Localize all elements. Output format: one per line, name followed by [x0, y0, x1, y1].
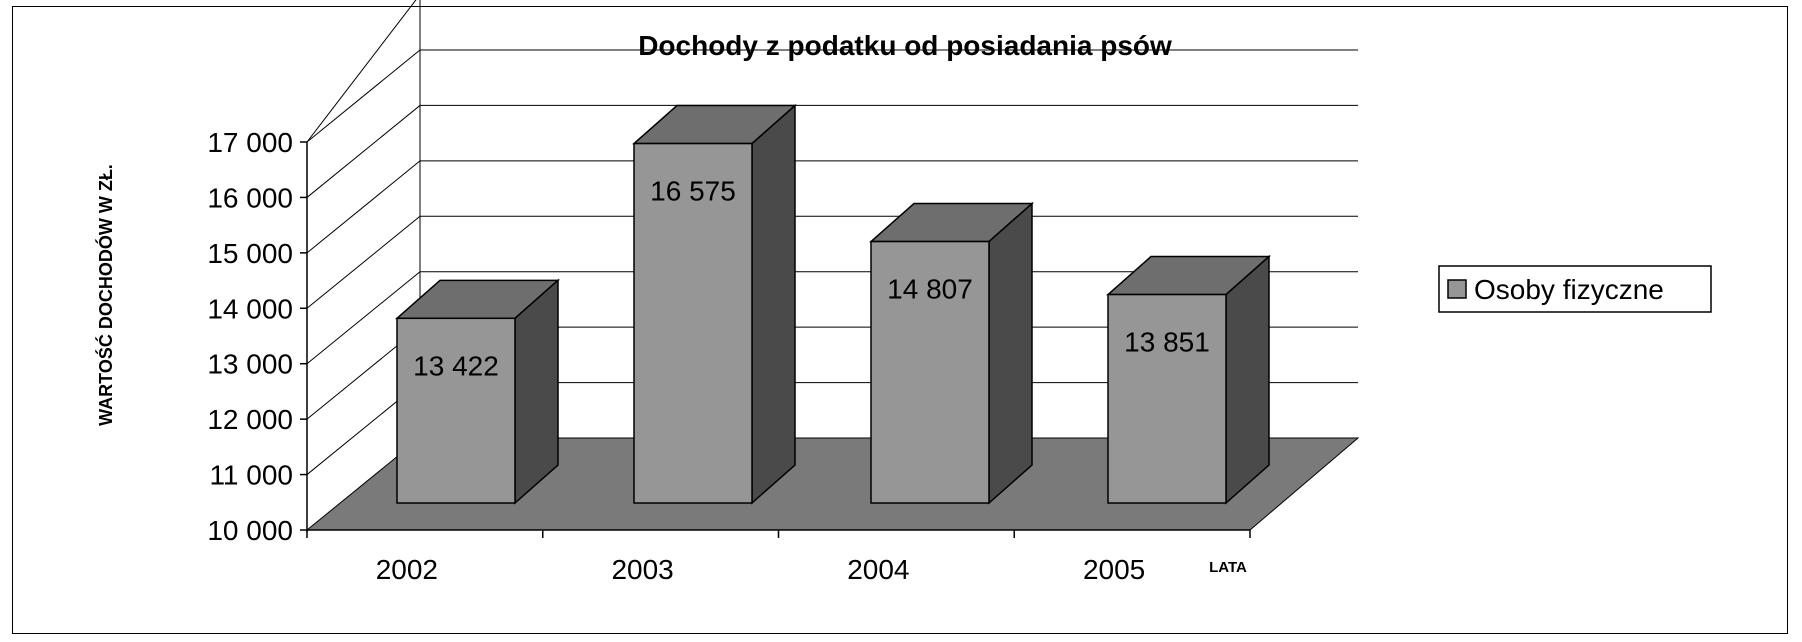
gridline — [306, 49, 1358, 143]
y-tick-label: 15 000 — [207, 238, 293, 269]
gridline — [306, 0, 417, 143]
legend-box — [1438, 265, 1712, 313]
gridline — [306, 104, 1358, 198]
data-label: 13 422 — [413, 350, 499, 381]
data-label: 16 575 — [650, 176, 736, 207]
label-layer: 10 000 11 000 12 000 13 000 14 000 15 000 16 0… — [207, 127, 1209, 585]
legend: Osoby fizyczne — [1438, 265, 1712, 313]
y-axis-label: WARTOŚĆ DOCHODÓW W ZŁ. — [95, 164, 116, 426]
bar-layer — [395, 103, 1271, 505]
bar-side-face — [1225, 254, 1270, 505]
x-tick-label: 2002 — [376, 554, 438, 585]
bar — [395, 278, 560, 505]
chart-title: Dochody z podatku od posiadania psów — [638, 30, 1172, 61]
y-tick-label: 14 000 — [207, 293, 293, 324]
data-label: 13 851 — [1124, 327, 1210, 358]
x-tick-label: 2003 — [611, 554, 673, 585]
bar — [869, 201, 1034, 505]
x-axis-label: LATA — [1209, 559, 1247, 576]
axis-layer — [300, 141, 1251, 538]
y-tick-label: 12 000 — [207, 404, 293, 435]
bar-side-face — [514, 278, 559, 505]
gridline — [306, 160, 1358, 254]
y-tick-label: 11 000 — [209, 460, 293, 491]
bar-front-face — [870, 240, 990, 504]
y-tick-label: 16 000 — [207, 182, 293, 213]
bar — [632, 103, 797, 505]
bar-front-face — [1107, 293, 1227, 504]
bar-side-face — [751, 103, 796, 505]
x-tick-label: 2004 — [847, 554, 909, 585]
x-tick-label: 2005 — [1083, 554, 1145, 585]
bar — [1106, 254, 1271, 505]
y-tick-label: 17 000 — [207, 127, 293, 158]
legend-swatch — [1447, 279, 1467, 299]
legend-entry: Osoby fizyczne — [1474, 274, 1664, 305]
bar-front-face — [633, 142, 753, 504]
y-tick-label: 13 000 — [207, 349, 293, 380]
data-label: 14 807 — [887, 274, 973, 305]
grid-layer — [306, 0, 1358, 475]
y-tick-label: 10 000 — [207, 515, 293, 546]
bar-front-face — [396, 317, 516, 504]
bar-side-face — [988, 201, 1033, 505]
